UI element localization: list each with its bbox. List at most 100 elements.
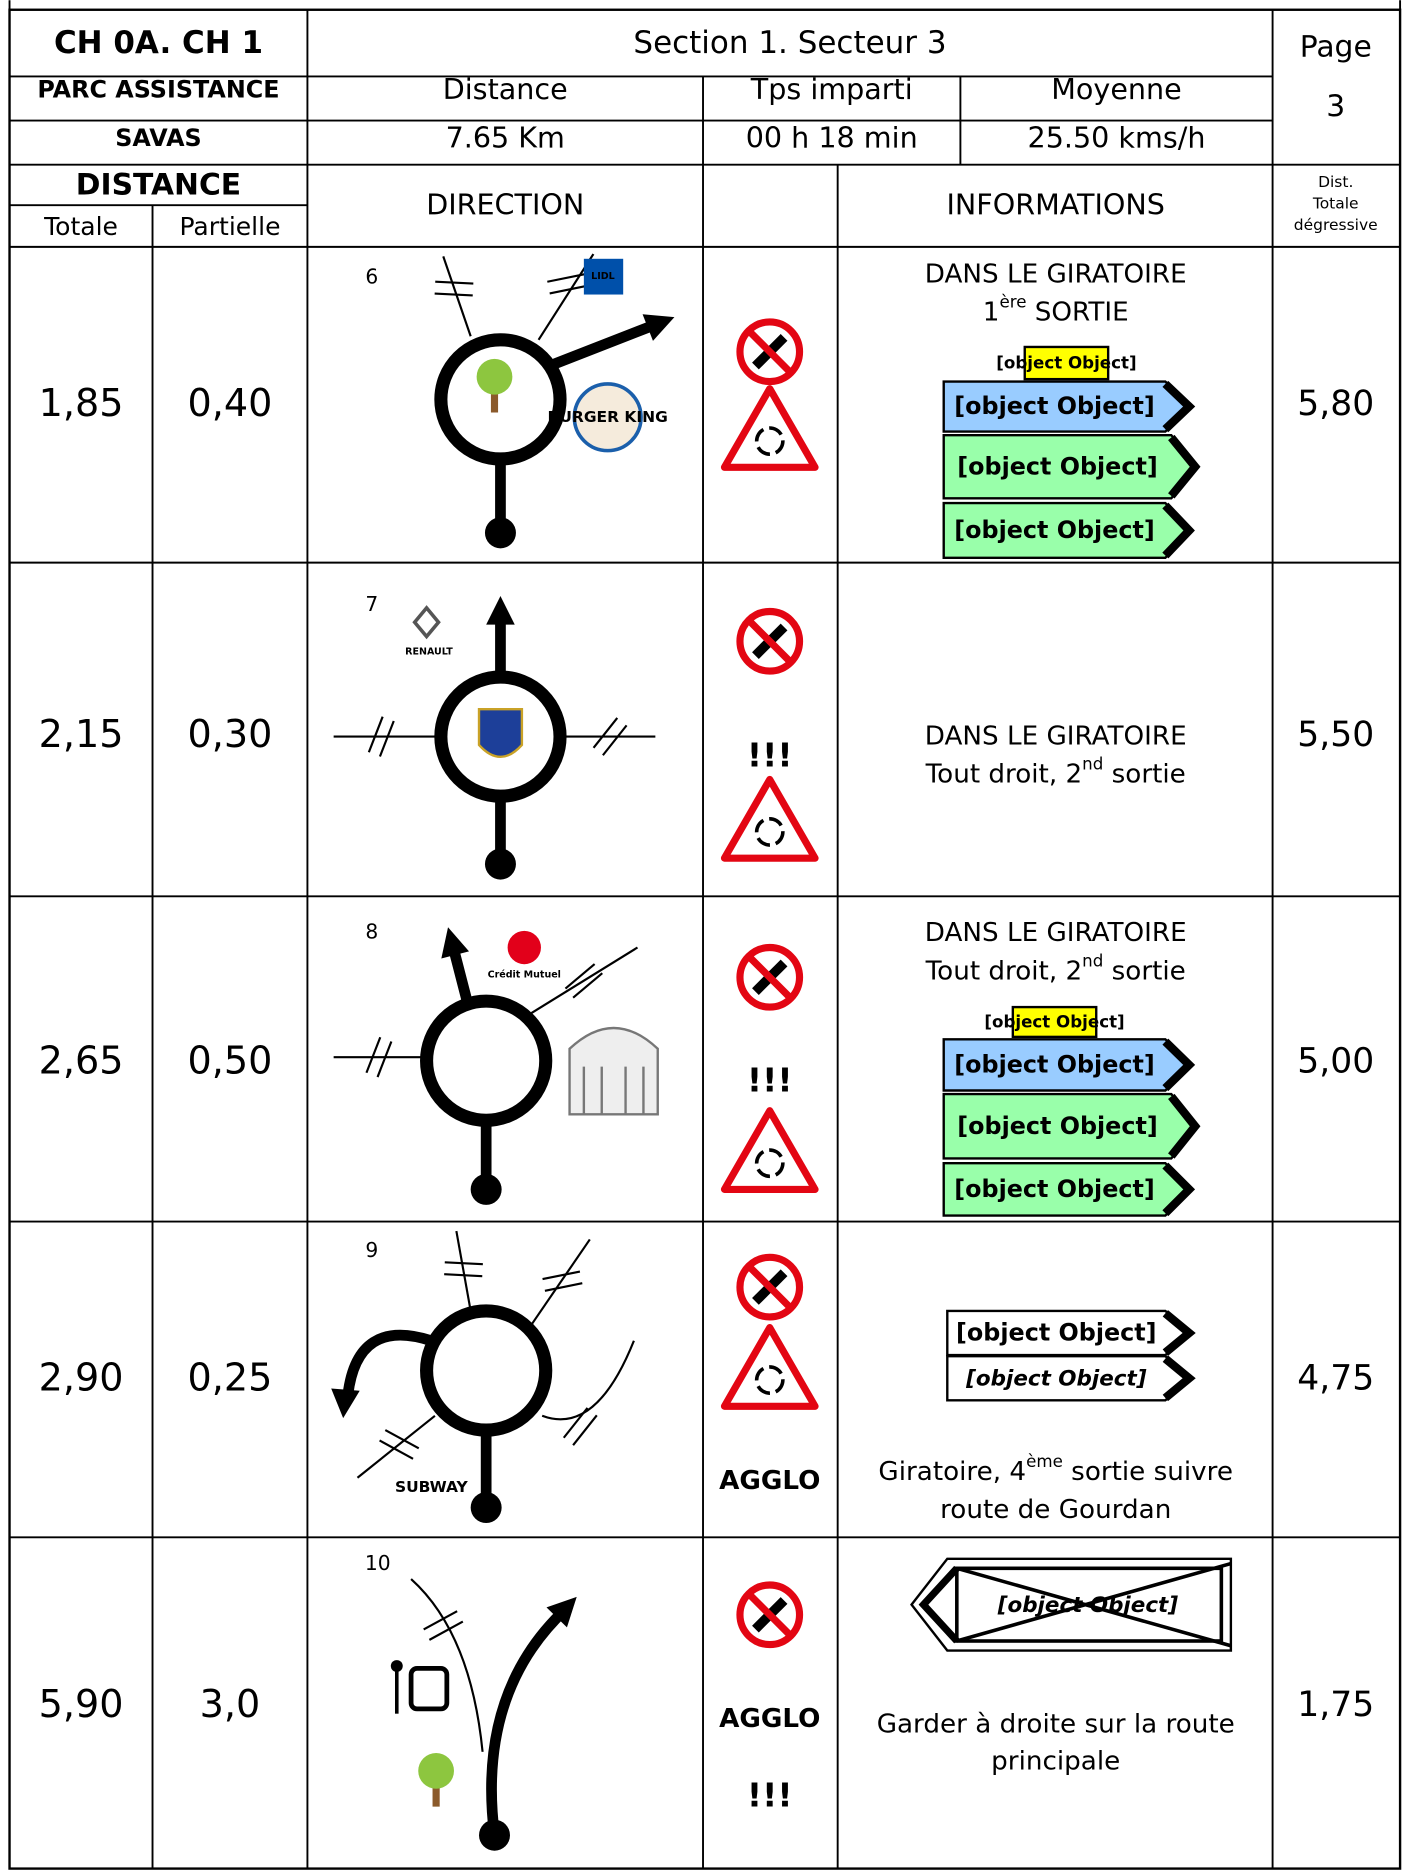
warning-symbol — [754, 817, 785, 847]
step-number: 9 — [365, 1238, 378, 1262]
sign-text: [object Object] — [954, 1175, 1155, 1203]
partial-distance: 3,0 — [200, 1682, 261, 1726]
crossing-mark — [384, 1429, 420, 1450]
sign-chevron — [1162, 1162, 1196, 1217]
speed-label: Moyenne — [1051, 72, 1181, 106]
logo-badge — [507, 930, 541, 965]
info-text: principale — [991, 1746, 1120, 1776]
partial-header: Partielle — [179, 212, 280, 241]
crossing-mark — [378, 720, 395, 757]
crossing-mark — [435, 280, 474, 285]
time: 00 h 18 min — [746, 121, 918, 155]
info-text: sortie — [1103, 956, 1185, 986]
remaining-distance: 5,50 — [1297, 715, 1374, 755]
info-text: 1 — [983, 297, 1000, 327]
info-line: Giratoire, 4ème sortie suivre — [878, 1452, 1233, 1487]
logo-text: BURGER KING — [548, 408, 668, 426]
step-number: 10 — [365, 1551, 391, 1575]
note: AGGLO — [719, 1466, 820, 1496]
arrow-head — [642, 314, 675, 341]
roundabout — [420, 994, 553, 1127]
total-distance: 5,90 — [39, 1682, 124, 1726]
warning-symbol — [754, 426, 785, 456]
side-road — [410, 1578, 484, 1752]
sign-text: [object Object] — [957, 452, 1158, 480]
road — [447, 940, 473, 1007]
time-label: Tps imparti — [750, 72, 913, 106]
sign-chevron — [1168, 434, 1201, 499]
superscript: ème — [1026, 1452, 1063, 1471]
crossing-mark — [562, 1407, 589, 1439]
roundabout — [420, 1304, 553, 1437]
info-line: route de Gourdan — [940, 1494, 1171, 1524]
logo-badge — [412, 605, 441, 640]
step-number: 6 — [365, 264, 378, 288]
arrow-head — [486, 596, 515, 625]
crossing-mark — [367, 716, 384, 753]
crossing-mark — [423, 1610, 458, 1631]
sign-text: [object Object] — [957, 1112, 1158, 1140]
side-road — [455, 1230, 472, 1312]
info-text: DANS LE GIRATOIRE — [925, 259, 1187, 289]
crossing-mark — [379, 1439, 414, 1460]
warning-symbol — [754, 1365, 785, 1395]
info-text: sortie — [1103, 759, 1185, 789]
logo-text: Crédit Mutuel — [488, 969, 561, 980]
roundabout — [434, 333, 567, 466]
info-text: Tout droit, 2 — [925, 759, 1083, 789]
superscript: ère — [999, 292, 1026, 311]
crossing-mark — [592, 717, 619, 749]
sign-text: [object Object] — [984, 1013, 1124, 1032]
start-dot — [470, 1492, 502, 1524]
logo-badge — [572, 382, 643, 453]
total-distance: 2,90 — [39, 1356, 124, 1400]
info-text: DANS LE GIRATOIRE — [925, 721, 1187, 751]
crossing-mark — [572, 1414, 598, 1446]
total-distance: 2,15 — [39, 712, 124, 756]
speed: 25.50 kms/h — [1028, 121, 1206, 155]
crossing-mark — [444, 1273, 483, 1278]
note: AGGLO — [719, 1704, 820, 1734]
tree-crown — [418, 1753, 454, 1789]
logo-text: LIDL — [591, 271, 615, 282]
superscript: nd — [1082, 755, 1103, 774]
side-road — [529, 1238, 591, 1328]
note: !!! — [747, 735, 793, 774]
partial-distance: 0,25 — [188, 1356, 273, 1400]
distance: 7.65 Km — [446, 121, 565, 155]
total-distance: 2,65 — [39, 1039, 124, 1083]
remaining-distance: 4,75 — [1297, 1359, 1374, 1399]
info-line: Tout droit, 2nd sortie — [925, 951, 1186, 986]
partial-distance: 0,40 — [188, 381, 273, 425]
sign-chevron — [1162, 1355, 1196, 1402]
sign-text: [object Object] — [954, 392, 1155, 420]
info-text: route de Gourdan — [940, 1494, 1171, 1524]
info-header: INFORMATIONS — [946, 187, 1164, 221]
page-number: 3 — [1326, 89, 1345, 124]
table-grid — [8, 0, 1402, 1870]
side-road — [356, 1414, 436, 1479]
sign-border — [955, 1566, 1224, 1643]
sign-chevron — [1162, 1038, 1196, 1092]
crossing-mark — [434, 292, 473, 297]
logo-text: RENAULT — [405, 647, 453, 658]
crossing-mark — [572, 972, 603, 999]
crossing-mark — [365, 1036, 382, 1074]
crossing-mark — [428, 1620, 464, 1641]
step-number: 7 — [365, 592, 378, 616]
sign-chevron — [1168, 1093, 1201, 1159]
logo-badge — [583, 258, 624, 295]
remaining-header: dégressive — [1294, 216, 1378, 234]
info-line: Tout droit, 2nd sortie — [925, 755, 1186, 790]
info-text: Garder à droite sur la route — [877, 1709, 1235, 1739]
crossing-mark — [602, 724, 628, 756]
superscript: nd — [1082, 951, 1103, 970]
sign-text: [object Object] — [954, 1051, 1155, 1079]
arrow-head — [441, 927, 470, 959]
side-road — [541, 1340, 635, 1421]
info-line: DANS LE GIRATOIRE — [925, 721, 1187, 751]
tree-trunk — [432, 1780, 440, 1807]
sign-chevron — [1162, 380, 1196, 433]
sign-text: [object Object] — [954, 516, 1155, 544]
